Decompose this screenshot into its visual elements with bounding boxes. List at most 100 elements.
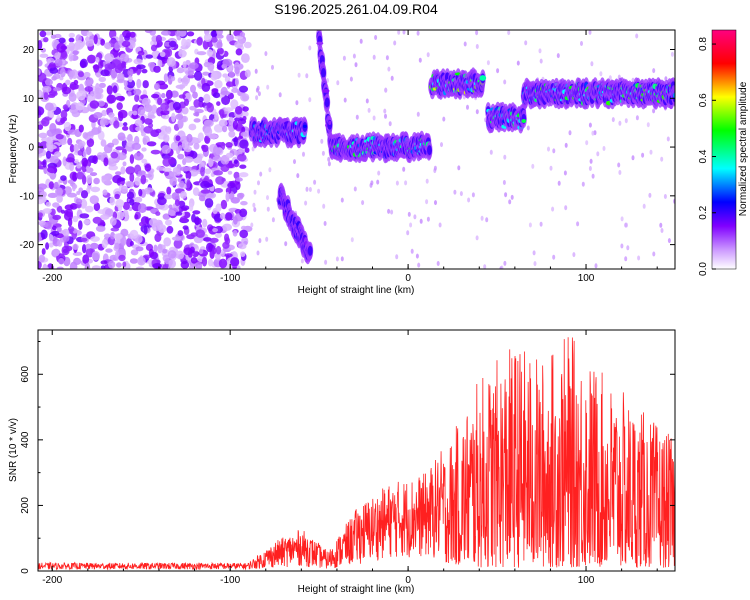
noise-blob (151, 222, 160, 232)
noise-blob (240, 251, 246, 257)
noise-blob (305, 73, 309, 79)
noise-blob (192, 210, 201, 215)
noise-blob (231, 88, 239, 93)
noise-blob (254, 68, 258, 74)
noise-blob (109, 196, 116, 206)
noise-blob (91, 265, 101, 269)
noise-blob (129, 124, 138, 133)
noise-blob (134, 119, 143, 127)
noise-blob (38, 254, 46, 263)
noise-blob (190, 257, 198, 264)
noise-blob (120, 166, 126, 175)
noise-blob (60, 117, 66, 124)
noise-blob (53, 181, 59, 190)
noise-blob (108, 260, 116, 269)
noise-blob (206, 49, 213, 57)
noise-blob (144, 187, 154, 193)
noise-blob (129, 154, 135, 164)
noise-blob (552, 254, 556, 260)
noise-blob (155, 128, 162, 134)
noise-blob (98, 76, 107, 82)
noise-blob (175, 135, 181, 142)
noise-blob (196, 51, 207, 56)
noise-blob (568, 130, 572, 136)
noise-blob (98, 82, 106, 88)
noise-blob (212, 92, 221, 99)
noise-blob (266, 84, 270, 90)
noise-blob (193, 217, 202, 225)
noise-blob (96, 72, 101, 78)
noise-blob (222, 58, 233, 67)
noise-blob (166, 186, 172, 195)
noise-blob (122, 201, 130, 211)
noise-blob (38, 59, 43, 67)
noise-blob (206, 102, 214, 113)
noise-blob (259, 171, 263, 177)
noise-blob (98, 59, 104, 70)
noise-blob (393, 40, 397, 46)
noise-blob (475, 109, 479, 115)
noise-blob (206, 192, 217, 199)
noise-blob (390, 75, 394, 81)
noise-blob (218, 119, 228, 127)
noise-blob (38, 212, 43, 218)
noise-blob (75, 198, 83, 205)
noise-blob (278, 92, 282, 98)
noise-blob (162, 167, 172, 172)
noise-blob (181, 107, 189, 115)
noise-blob (230, 257, 240, 267)
noise-blob (624, 118, 628, 124)
noise-blob (53, 87, 61, 92)
noise-blob (60, 109, 68, 119)
noise-blob (457, 165, 461, 171)
noise-blob (104, 42, 112, 49)
x-tick-label: -200 (42, 273, 62, 284)
noise-blob (118, 254, 126, 262)
noise-blob (168, 259, 176, 269)
noise-blob (203, 119, 214, 128)
noise-blob (591, 130, 595, 136)
noise-blob (200, 166, 205, 177)
noise-blob (165, 89, 173, 100)
noise-blob (91, 251, 101, 261)
noise-blob (532, 250, 536, 256)
noise-blob (77, 142, 84, 149)
colorbar-tick-label: 0.6 (698, 93, 709, 107)
noise-blob (608, 75, 612, 81)
noise-blob (184, 98, 189, 107)
noise-blob (85, 146, 92, 156)
noise-blob (234, 77, 239, 87)
noise-blob (83, 219, 91, 225)
noise-blob (216, 101, 221, 106)
noise-blob (175, 30, 180, 37)
noise-blob (502, 180, 506, 185)
noise-blob (167, 250, 177, 259)
noise-blob (122, 161, 127, 167)
noise-blob (108, 165, 118, 171)
noise-blob (176, 67, 185, 74)
noise-blob (192, 91, 198, 99)
noise-blob (125, 166, 136, 175)
noise-blob (305, 186, 309, 192)
noise-blob (240, 201, 248, 206)
noise-blob (47, 192, 58, 198)
noise-blob (110, 151, 119, 159)
noise-blob (210, 36, 218, 43)
noise-blob (409, 222, 413, 228)
noise-blob (58, 258, 65, 265)
noise-blob (216, 30, 223, 36)
snr-frame (37, 329, 676, 572)
noise-blob (151, 93, 160, 99)
y-tick-label: 200 (20, 497, 31, 514)
noise-blob (227, 182, 236, 189)
noise-blob (208, 133, 219, 140)
noise-blob (225, 81, 235, 87)
noise-blob (42, 208, 52, 214)
noise-blob (350, 237, 354, 243)
noise-blob (163, 134, 170, 143)
noise-blob (652, 68, 656, 74)
noise-blob (175, 113, 184, 120)
noise-blob (129, 68, 134, 76)
noise-blob (136, 78, 142, 89)
noise-blob (215, 245, 222, 255)
